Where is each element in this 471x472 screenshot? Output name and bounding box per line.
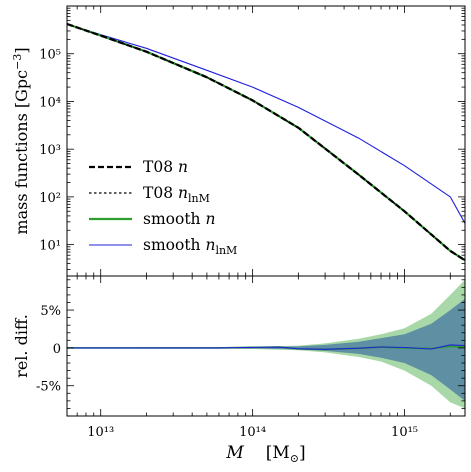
series-line-t08-n_lnm bbox=[67, 23, 465, 261]
legend-label: smooth nlnM bbox=[143, 236, 237, 257]
top-plot-frame bbox=[66, 5, 466, 277]
axis-labels: mass functions [Gpc−3] rel. diff. M [M⊙] bbox=[11, 47, 306, 465]
series-line-t08-n bbox=[67, 22, 465, 262]
bottom-y-axis-label: rel. diff. bbox=[12, 314, 31, 378]
x-tick-label: 10¹⁴ bbox=[239, 425, 266, 440]
y-tick-label: 10⁴ bbox=[39, 95, 61, 110]
legend-label: T08 nlnM bbox=[143, 184, 210, 205]
top-y-axis-label: mass functions [Gpc−3] bbox=[11, 47, 31, 234]
y-tick-label: 5% bbox=[40, 304, 61, 319]
y-tick-label: 10¹ bbox=[39, 239, 61, 254]
y-tick-label: 10³ bbox=[39, 143, 61, 158]
legend: T08 n T08 nlnM smooth n smooth nlnM bbox=[89, 158, 237, 257]
x-tick-label: 10¹⁵ bbox=[391, 425, 418, 440]
mass-function-panel: 10¹ 10² 10³ 10⁴ 10⁵ bbox=[39, 5, 466, 277]
x-axis-label: M [M⊙] bbox=[225, 443, 305, 465]
inner-uncertainty-band bbox=[67, 298, 465, 401]
series-line-smooth-n bbox=[67, 22, 465, 262]
y-tick-label: 10⁵ bbox=[39, 48, 61, 63]
y-tick-label: -5% bbox=[36, 380, 61, 395]
series-line-smooth-n_lnm bbox=[67, 23, 465, 224]
legend-label: T08 n bbox=[143, 158, 188, 176]
x-tick-label: 10¹³ bbox=[87, 425, 114, 440]
relative-difference-panel: 5% 0 -5% 10¹³ 10¹⁴ 10¹⁵ bbox=[36, 275, 466, 440]
rel-diff-line-smooth-n_lnm bbox=[67, 344, 465, 350]
y-tick-label: 10² bbox=[39, 191, 61, 206]
legend-label: smooth n bbox=[143, 210, 215, 228]
y-tick-label: 0 bbox=[53, 342, 61, 357]
bottom-plot-frame bbox=[66, 275, 466, 417]
